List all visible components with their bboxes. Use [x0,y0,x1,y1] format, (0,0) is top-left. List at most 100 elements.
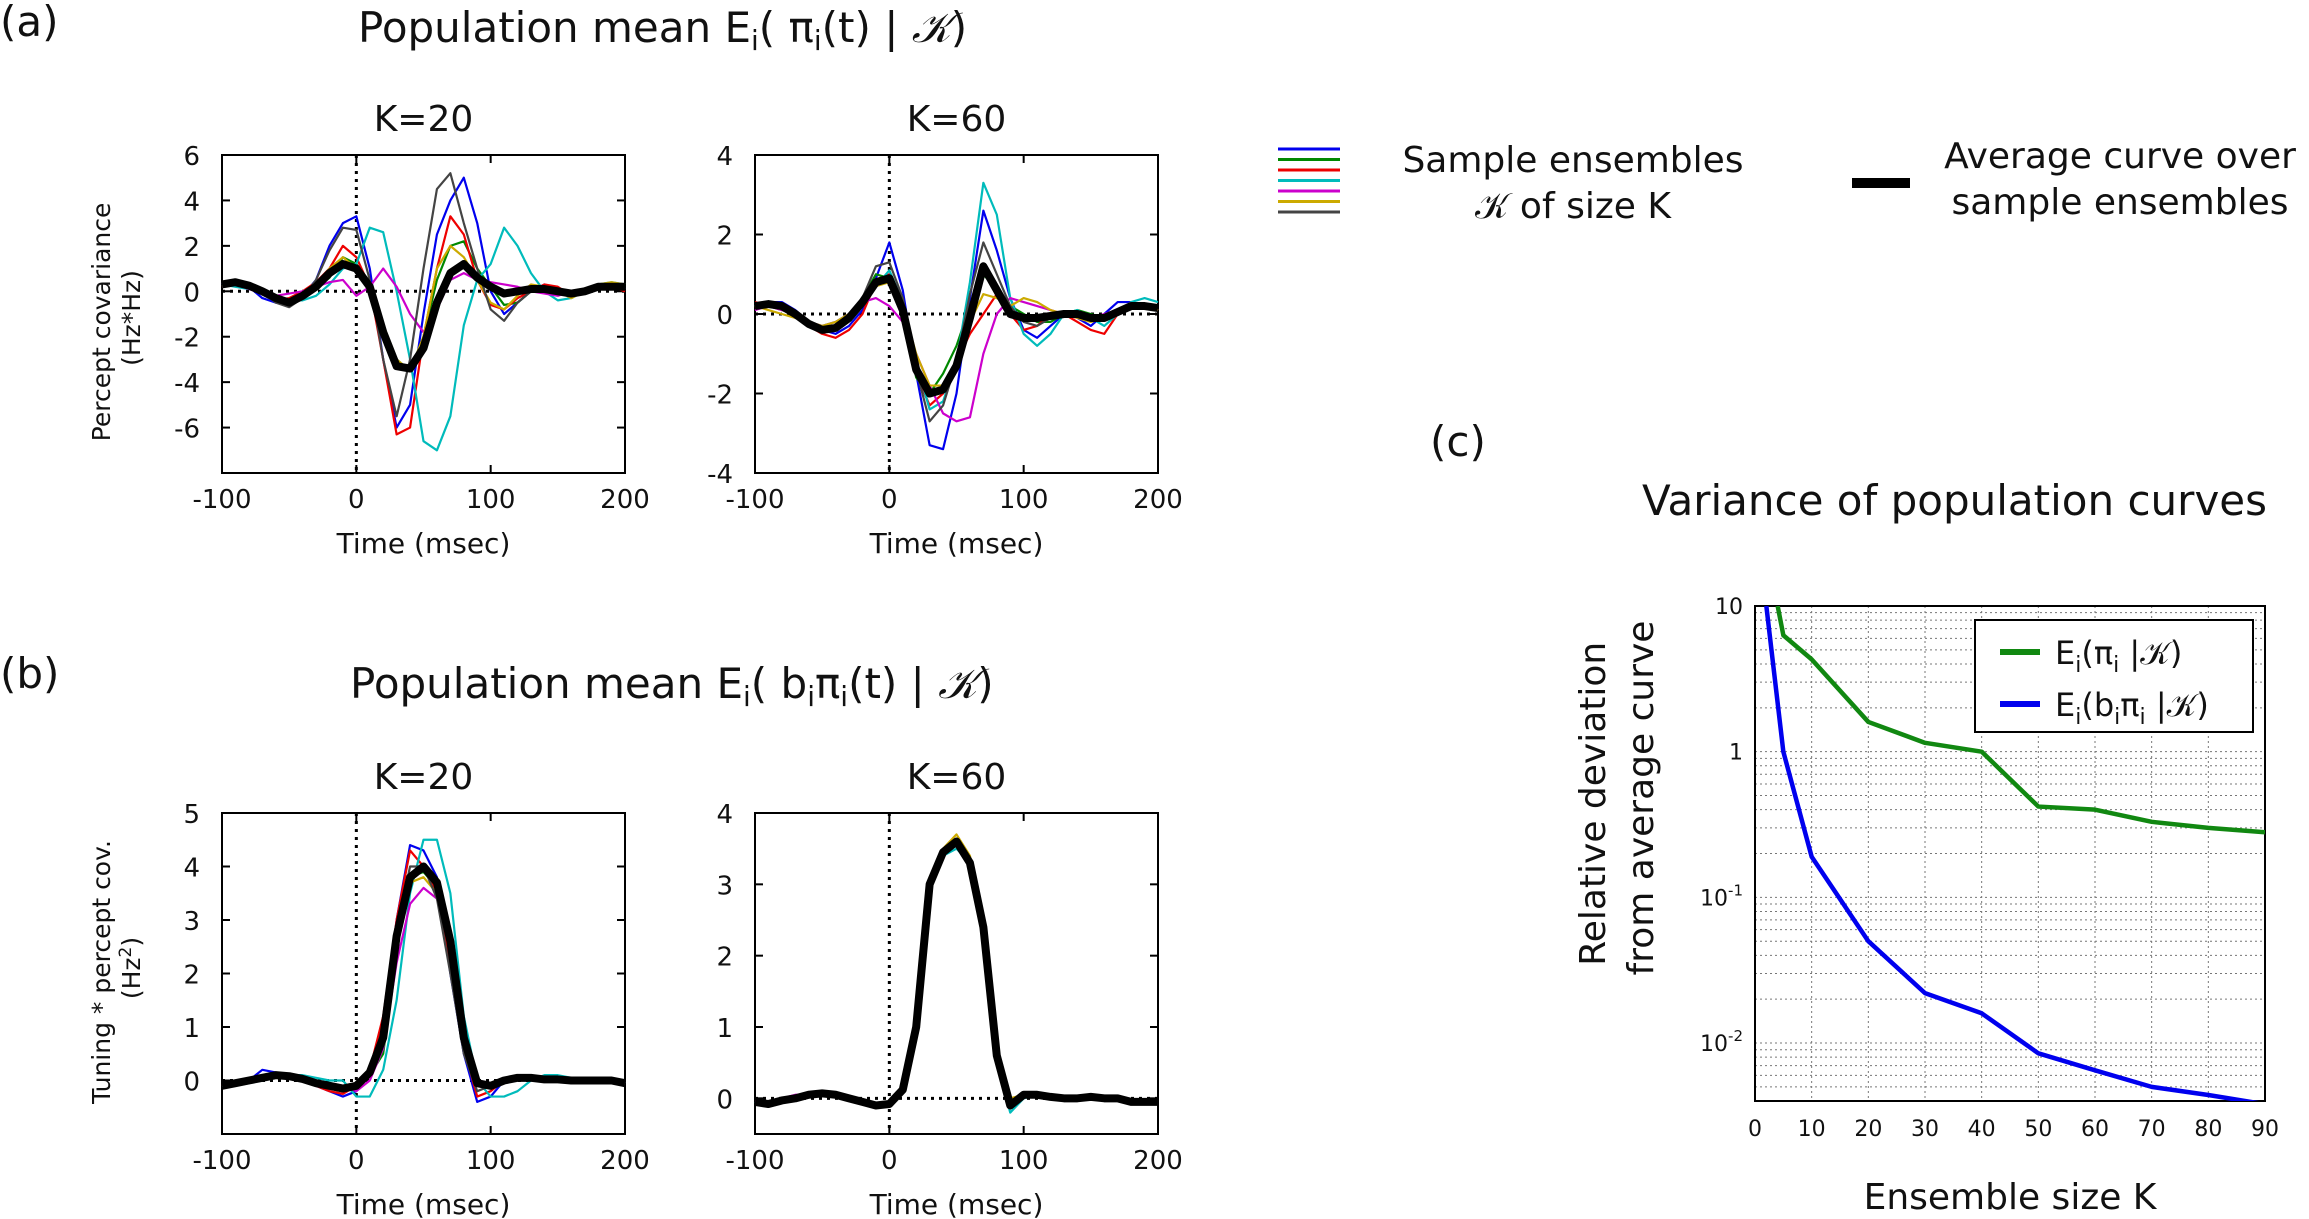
series-gray [221,865,626,1093]
y-tick-label: 4 [716,800,733,830]
plot-c-variance: 0 10 20 30 40 50 60 70 80 90 10 1 10-1 10-2 Ei(πi |𝒦) E… [1700,595,2279,1218]
y-tick-label: 4 [716,142,733,172]
plot-b-k60: -100 0 100 200 0 1 2 3 4 K=60 Time (msec) [716,757,1182,1219]
y-tick-label: 4 [183,854,200,884]
x-axis-label: Time (msec) [869,1188,1044,1219]
y-tick-label: 3 [183,907,200,937]
x-tick-label: 200 [1133,485,1183,515]
x-axis-label: Time (msec) [336,1188,511,1219]
x-tick-label: 0 [348,1146,365,1176]
panel-b-title: Population mean Ei( biπi(t) | 𝒦) [350,659,994,713]
x-tick-label: 200 [600,1146,650,1176]
plot-frame [754,812,1159,1135]
plot-frame [1754,605,2266,1102]
y-tick-label: 4 [183,187,200,217]
y-tick-label: 0 [716,301,733,331]
x-tick-label: 100 [466,485,516,515]
x-tick-label: 80 [2194,1117,2222,1142]
legend-average-swatch [1852,178,1910,188]
x-tick-label: 90 [2251,1117,2279,1142]
plot-a-k60: -100 0 100 200 -4 -2 0 2 4 K=60 Time (msec) [707,99,1183,560]
x-axis-label: Time (msec) [869,527,1044,560]
y-tick-label: 3 [716,871,733,901]
plot-frame [221,812,626,1135]
series-1 [1764,606,2260,1101]
y-tick-label: 0 [183,1068,200,1098]
c-ylabel: Relative deviation from average curve [1573,621,1662,976]
plot-title: K=20 [374,757,474,798]
series-cyan [754,181,1159,411]
y-tick-label: 6 [183,142,200,172]
panel-a-title: Population mean Ei( πi(t) | 𝒦) [358,3,967,57]
legend-average-line1: Average curve over [1944,136,2296,177]
x-tick-label: 70 [2138,1117,2166,1142]
series-yellow [755,833,1158,1107]
panel-a-label: (a) [0,0,59,46]
x-tick-label: 20 [1854,1117,1882,1142]
series-average [754,262,1159,398]
legend-sample-line1: Sample ensembles [1402,140,1743,181]
plot-title: K=60 [907,757,1007,798]
x-tick-label: 100 [999,1146,1049,1176]
y-tick-label: -2 [707,381,733,411]
y-tick-label: 2 [716,943,733,973]
series-0 [1775,606,2265,835]
y-tick-label: -4 [174,369,200,399]
panel-c-label: (c) [1430,417,1486,466]
legend-label-1: Ei(biπi |𝒦) [2055,686,2209,730]
x-tick-label: 0 [1748,1117,1762,1142]
x-tick-label: 200 [600,485,650,515]
series-yellow [222,876,625,1090]
y-tick-label: 10 [1715,595,1743,620]
series-green [222,870,625,1087]
series-cyan [754,847,1158,1114]
legend-box [1974,619,2254,733]
x-tick-label: -100 [725,485,784,515]
top-legend: Sample ensembles 𝒦 of size K Average cur… [1278,136,2296,227]
x-tick-label: 100 [999,485,1049,515]
y-tick-label: 1 [716,1014,733,1044]
x-axis-label: Ensemble size K [1864,1177,2158,1218]
legend-label-0: Ei(πi |𝒦) [2055,634,2182,678]
series-red [221,215,626,436]
series-green [755,273,1159,395]
y-tick-label: 10-1 [1700,881,1743,911]
y-tick-label: -2 [174,324,200,354]
x-tick-label: 50 [2024,1117,2052,1142]
legend-sample-swatches [1278,147,1340,214]
y-tick-label: 2 [183,233,200,263]
plot-title: K=20 [374,99,474,140]
x-tick-label: 60 [2081,1117,2109,1142]
y-tick-label: 2 [183,961,200,991]
series-average [221,260,625,373]
series-average [221,862,626,1093]
x-tick-label: 0 [881,1146,898,1176]
y-tick-label: 5 [183,800,200,830]
x-tick-label: 100 [466,1146,516,1176]
x-tick-label: 0 [348,485,365,515]
y-tick-label: 0 [183,278,200,308]
legend-average-line2: sample ensembles [1951,182,2288,223]
x-axis-label: Time (msec) [336,527,511,560]
legend-sample-line2: 𝒦 of size K [1475,186,1672,227]
x-tick-label: 0 [881,485,898,515]
x-tick-label: 10 [1798,1117,1826,1142]
x-tick-label: -100 [192,1146,251,1176]
a-ylabel: Percept covariance (Hz*Hz) [87,195,146,442]
y-tick-label: 1 [183,1014,200,1044]
y-tick-label: 10-2 [1700,1027,1743,1057]
x-tick-label: -100 [192,485,251,515]
y-tick-label: 1 [1729,741,1743,766]
plot-a-k20: -100 0 100 200 -6 -4 -2 0 2 4 6 K=20 Time (msec) [174,99,650,560]
y-tick-label: -6 [174,415,200,445]
series-blue [222,843,626,1104]
plot-b-k20: -100 0 100 200 0 1 2 3 4 5 K=20 Time (msec) [183,757,649,1219]
panel-c-title: Variance of population curves [1642,476,2267,525]
x-tick-label: -100 [725,1146,784,1176]
y-tick-label: -4 [707,460,733,490]
x-tick-label: 200 [1133,1146,1183,1176]
plot-frame [221,154,626,474]
series-magenta [222,886,625,1093]
b-ylabel: Tuning * percept cov. (Hz2) [87,832,146,1105]
